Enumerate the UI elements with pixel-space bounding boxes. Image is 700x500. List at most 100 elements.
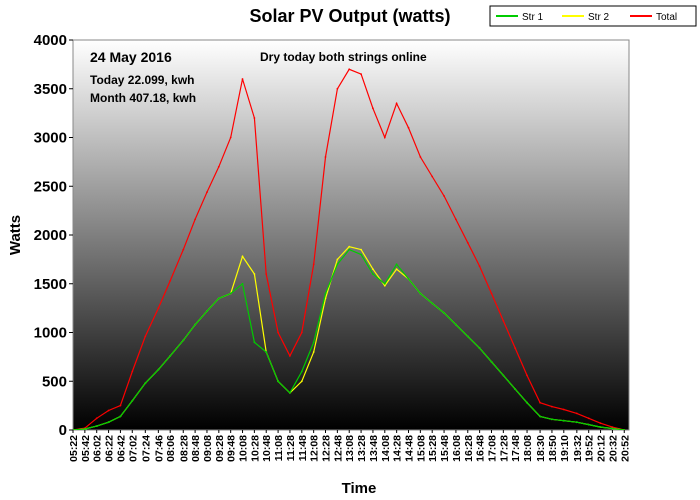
y-axis-label: Watts	[7, 215, 24, 255]
x-tick-label: 07:02	[127, 435, 139, 462]
series-group	[73, 68, 626, 430]
x-tick-label: 07:24	[140, 435, 152, 462]
x-tick-label: 18:50	[547, 435, 559, 462]
data-point	[131, 399, 134, 402]
x-tick-label: 20:32	[607, 435, 619, 462]
data-point	[217, 297, 220, 300]
data-point	[539, 415, 541, 418]
x-tick-label: 10:08	[238, 435, 250, 462]
x-tick-label: 07:46	[153, 435, 165, 462]
x-tick-label: 14:08	[380, 435, 392, 462]
data-point	[300, 331, 303, 334]
data-point	[336, 263, 339, 266]
data-point	[265, 351, 268, 353]
data-point	[348, 68, 351, 71]
x-tick-label: 11:48	[297, 435, 309, 461]
x-tick-label: 19:52	[584, 435, 596, 462]
data-point	[277, 331, 279, 334]
data-point	[372, 268, 374, 270]
data-point	[419, 156, 422, 158]
data-point	[336, 258, 339, 261]
y-tick-label: 500	[42, 373, 67, 390]
data-point	[157, 307, 160, 309]
data-point	[194, 323, 197, 326]
data-point	[265, 273, 268, 275]
data-point	[157, 368, 160, 371]
x-tick-label: 08:48	[190, 435, 202, 462]
data-point	[289, 392, 291, 394]
data-point	[395, 263, 398, 266]
data-point	[611, 426, 614, 428]
data-point	[431, 175, 434, 178]
y-axis: 0 500 1000 1500 2000 2500 3000 3500 4000	[34, 32, 73, 439]
data-point	[131, 370, 134, 373]
x-axis: 05:22 05:42 06:02 06:22 06:42 07:02 07:24 07:46…	[68, 430, 631, 462]
data-point	[383, 284, 386, 287]
data-point	[194, 218, 197, 221]
data-point	[206, 191, 208, 194]
data-point	[526, 374, 528, 377]
data-point	[119, 415, 122, 418]
x-tick-label: 17:28	[498, 435, 510, 462]
data-point	[312, 341, 315, 344]
x-tick-label: 06:42	[115, 435, 127, 462]
x-tick-label: 13:08	[344, 435, 356, 462]
data-point	[431, 302, 434, 305]
data-point	[575, 412, 578, 415]
data-point	[144, 335, 147, 338]
x-tick-label: 20:12	[596, 435, 608, 462]
data-point	[169, 279, 172, 282]
x-tick-label: 15:28	[427, 435, 439, 462]
data-point	[312, 351, 315, 353]
data-point	[466, 241, 469, 244]
data-point	[419, 292, 422, 295]
data-point	[312, 263, 315, 266]
data-point	[443, 312, 445, 314]
data-point	[253, 273, 256, 275]
y-tick-label: 3500	[34, 81, 67, 98]
data-point	[383, 282, 386, 285]
x-tick-label: 09:28	[214, 435, 226, 462]
data-point	[502, 374, 505, 377]
data-point	[443, 195, 445, 197]
x-tick-label: 17:48	[510, 435, 522, 462]
x-tick-label: 08:28	[178, 435, 190, 462]
data-point	[360, 248, 362, 251]
y-tick-label: 2000	[34, 227, 67, 244]
data-point	[372, 107, 374, 110]
x-tick-label: 10:28	[249, 435, 261, 462]
data-point	[348, 248, 351, 251]
x-tick-label: 06:02	[92, 435, 104, 462]
data-point	[551, 405, 553, 408]
x-tick-label: 18:08	[522, 435, 534, 462]
data-point	[383, 136, 386, 139]
annotation-month: Month 407.18, kwh	[90, 91, 196, 105]
data-point	[455, 323, 457, 326]
data-point	[289, 355, 291, 357]
x-tick-label: 10:48	[261, 435, 273, 462]
data-point	[324, 297, 327, 300]
data-point	[182, 339, 185, 342]
data-point	[551, 418, 553, 421]
data-point	[466, 335, 469, 338]
data-point	[395, 268, 398, 270]
x-tick-label: 11:28	[285, 435, 297, 461]
data-point	[253, 117, 256, 119]
data-point	[217, 165, 220, 168]
data-point	[587, 423, 590, 426]
data-point	[502, 319, 505, 322]
x-tick-label: 15:08	[415, 435, 427, 462]
data-point	[241, 78, 244, 80]
x-tick-label: 12:28	[321, 435, 333, 462]
data-point	[407, 278, 410, 280]
data-point	[300, 370, 303, 373]
x-tick-label: 16:28	[463, 435, 475, 462]
data-point	[324, 292, 327, 295]
data-point	[478, 347, 481, 349]
x-tick-label: 08:06	[165, 435, 177, 462]
data-point	[241, 282, 244, 285]
x-tick-label: 19:10	[559, 435, 571, 462]
data-point	[336, 87, 339, 90]
data-point	[360, 73, 362, 75]
